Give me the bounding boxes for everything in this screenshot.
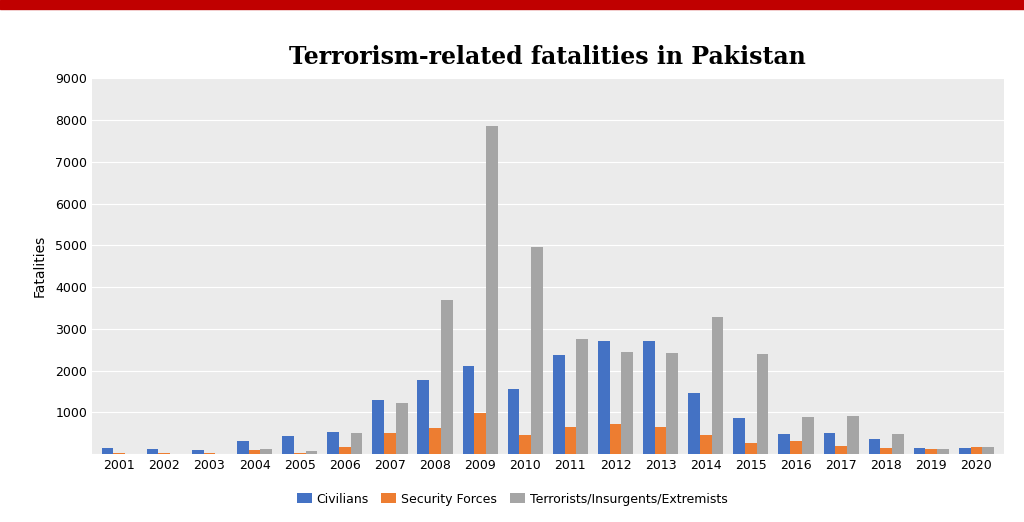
Bar bbox=[282, 436, 294, 454]
Bar bbox=[237, 441, 249, 454]
Bar bbox=[757, 354, 768, 454]
Bar bbox=[373, 400, 384, 454]
Bar bbox=[778, 434, 791, 454]
Bar bbox=[396, 403, 408, 454]
Bar bbox=[429, 428, 441, 454]
Bar bbox=[622, 352, 633, 454]
Bar bbox=[913, 448, 926, 454]
Bar bbox=[881, 448, 892, 454]
Bar bbox=[463, 366, 474, 454]
Bar bbox=[712, 317, 723, 454]
Bar bbox=[474, 413, 486, 454]
Bar bbox=[643, 341, 654, 454]
Bar bbox=[577, 339, 588, 454]
Bar bbox=[146, 449, 159, 454]
Bar bbox=[802, 418, 814, 454]
Bar bbox=[418, 380, 429, 454]
Bar bbox=[688, 393, 699, 454]
Bar bbox=[609, 424, 622, 454]
Bar bbox=[982, 447, 994, 454]
Bar bbox=[260, 449, 272, 454]
Bar bbox=[204, 453, 215, 454]
Bar bbox=[892, 434, 904, 454]
Bar bbox=[486, 126, 498, 454]
Bar bbox=[159, 453, 170, 454]
Bar bbox=[519, 434, 531, 454]
Bar bbox=[328, 432, 339, 454]
Title: Terrorism-related fatalities in Pakistan: Terrorism-related fatalities in Pakistan bbox=[290, 45, 806, 69]
Bar bbox=[384, 433, 396, 454]
Bar bbox=[699, 435, 712, 454]
Bar bbox=[191, 450, 204, 454]
Bar bbox=[847, 416, 859, 454]
Bar bbox=[836, 446, 847, 454]
Bar bbox=[553, 355, 564, 454]
Bar bbox=[868, 438, 881, 454]
Bar bbox=[971, 447, 982, 454]
Bar bbox=[339, 447, 350, 454]
Bar bbox=[249, 450, 260, 454]
Bar bbox=[745, 443, 757, 454]
Y-axis label: Fatalities: Fatalities bbox=[33, 235, 47, 298]
Legend: Civilians, Security Forces, Terrorists/Insurgents/Extremists: Civilians, Security Forces, Terrorists/I… bbox=[292, 488, 732, 511]
Bar bbox=[791, 441, 802, 454]
Bar bbox=[564, 428, 577, 454]
Bar bbox=[305, 451, 317, 454]
Bar bbox=[508, 389, 519, 454]
Bar bbox=[531, 247, 543, 454]
Bar bbox=[733, 418, 745, 454]
Bar bbox=[667, 353, 678, 454]
Bar bbox=[823, 433, 836, 454]
Bar bbox=[101, 448, 114, 454]
Bar bbox=[114, 453, 125, 454]
Bar bbox=[654, 428, 667, 454]
Bar bbox=[937, 449, 949, 454]
Bar bbox=[598, 340, 609, 454]
Bar bbox=[350, 433, 362, 454]
Bar bbox=[441, 300, 453, 454]
Bar bbox=[926, 449, 937, 454]
Bar bbox=[294, 453, 305, 454]
Bar bbox=[958, 448, 971, 454]
